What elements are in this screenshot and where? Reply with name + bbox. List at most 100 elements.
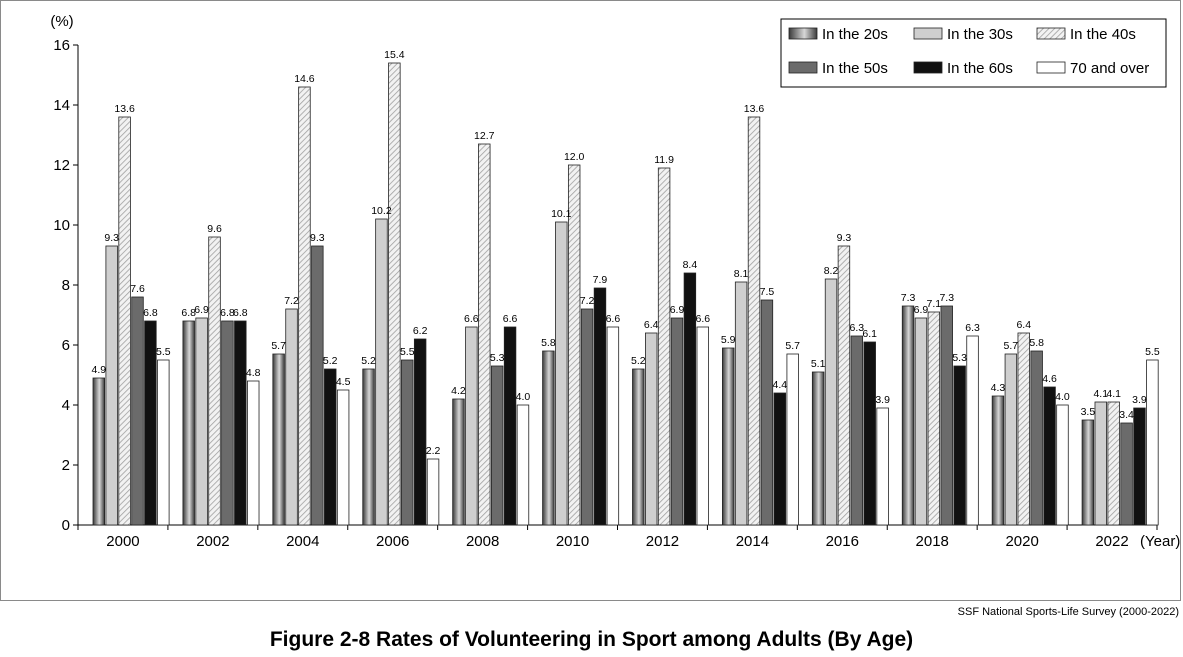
data-label: 5.9: [721, 334, 736, 346]
data-label: 4.1: [1093, 388, 1108, 400]
data-label: 5.8: [1029, 337, 1044, 349]
legend-label: In the 60s: [947, 60, 1013, 77]
bar-70-and-over: [1146, 359, 1159, 526]
data-label: 8.1: [734, 268, 749, 280]
bar-in-the-60s: [593, 287, 607, 526]
bar-70-and-over: [336, 389, 350, 526]
data-label: 15.4: [384, 49, 405, 61]
data-label: 6.1: [862, 328, 877, 340]
bar-in-the-60s: [683, 272, 697, 526]
bar-in-the-40s: [837, 245, 851, 526]
bar-in-the-20s: [182, 320, 195, 526]
x-tick-label: 2018: [916, 533, 949, 550]
y-tick-label: 10: [53, 217, 70, 234]
bar-in-the-60s: [863, 341, 876, 526]
bar-in-the-20s: [272, 353, 285, 526]
bar-in-the-50s: [1120, 422, 1133, 526]
x-axis-label: (Year): [1140, 533, 1180, 550]
data-label: 4.5: [336, 376, 351, 388]
data-label: 6.9: [914, 304, 929, 316]
data-label: 5.7: [785, 340, 800, 352]
data-label: 6.8: [220, 307, 235, 319]
legend-label: In the 30s: [947, 26, 1013, 43]
figure-caption: Figure 2-8 Rates of Volunteering in Spor…: [269, 628, 914, 651]
y-tick-label: 6: [62, 337, 70, 354]
bar-in-the-30s: [285, 308, 298, 526]
legend-swatch: [788, 27, 818, 40]
chart-frame: 0 2 4 6 8 10 12 14 16 (%) 2000 2002 2004 2006 2008 2010…: [0, 0, 1181, 601]
data-label: 9.3: [837, 232, 852, 244]
bar-70-and-over: [966, 335, 979, 526]
data-label: 7.6: [130, 283, 145, 295]
data-label: 13.6: [744, 103, 765, 115]
bar-in-the-50s: [131, 296, 144, 526]
data-label: 6.4: [1016, 319, 1031, 331]
x-tick-label: 2008: [466, 533, 499, 550]
data-label: 4.1: [1106, 388, 1121, 400]
data-label: 8.2: [824, 265, 839, 277]
bar-in-the-30s: [555, 221, 568, 526]
bar-in-the-40s: [567, 164, 581, 526]
data-label: 6.3: [965, 322, 980, 334]
bar-in-the-60s: [1133, 407, 1146, 526]
x-tick-label: 2016: [826, 533, 859, 550]
bar-in-the-20s: [991, 395, 1005, 526]
bar-in-the-40s: [478, 143, 491, 526]
data-label: 5.3: [952, 352, 967, 364]
data-label: 7.9: [593, 274, 608, 286]
y-tick-label: 4: [62, 397, 70, 414]
legend-swatch: [913, 27, 943, 40]
bar-in-the-20s: [632, 368, 645, 526]
data-label: 5.7: [1004, 340, 1019, 352]
legend-label: In the 50s: [822, 60, 888, 77]
source-note: SSF National Sports-Life Survey (2000-20…: [957, 606, 1179, 618]
bar-in-the-60s: [773, 392, 787, 526]
bar-in-the-30s: [1004, 353, 1018, 526]
bar-in-the-30s: [465, 326, 478, 526]
bar-in-the-60s: [144, 320, 157, 526]
data-label: 4.8: [246, 367, 261, 379]
data-label: 6.8: [143, 307, 158, 319]
bar-in-the-40s: [747, 116, 761, 526]
x-tick-label: 2012: [646, 533, 679, 550]
x-tick-label: 2014: [736, 533, 769, 550]
bar-in-the-20s: [901, 305, 915, 526]
bar-70-and-over: [516, 404, 530, 526]
data-label: 7.5: [760, 286, 775, 298]
bar-in-the-20s: [542, 350, 555, 526]
bar-in-the-20s: [362, 368, 375, 526]
bar-in-the-60s: [503, 326, 517, 526]
bar-in-the-30s: [914, 317, 928, 526]
data-label: 5.5: [156, 346, 171, 358]
x-tick-label: 2004: [286, 533, 319, 550]
data-label: 6.8: [233, 307, 248, 319]
y-tick-label: 8: [62, 277, 70, 294]
data-label: 5.2: [631, 355, 646, 367]
bar-in-the-60s: [324, 368, 337, 526]
x-tick-label: 2010: [556, 533, 589, 550]
data-label: 4.6: [1042, 373, 1057, 385]
bar-70-and-over: [247, 380, 260, 526]
bar-in-the-20s: [452, 398, 465, 526]
y-tick-label: 2: [62, 457, 70, 474]
y-tick-label: 12: [53, 157, 70, 174]
bar-70-and-over: [1056, 404, 1069, 526]
data-label: 10.1: [551, 208, 572, 220]
data-label: 6.6: [695, 313, 710, 325]
data-label: 8.4: [683, 259, 698, 271]
bar-in-the-40s: [118, 116, 131, 526]
y-tick-label: 16: [53, 37, 70, 54]
bar-70-and-over: [786, 353, 799, 526]
data-label: 11.9: [654, 154, 674, 166]
legend-label: In the 20s: [822, 26, 888, 43]
data-label: 5.1: [811, 358, 826, 370]
data-label: 12.0: [564, 151, 585, 163]
data-label: 4.0: [1055, 391, 1070, 403]
data-label: 7.2: [284, 295, 299, 307]
bar-in-the-30s: [105, 245, 118, 526]
bar-70-and-over: [426, 458, 440, 526]
data-label: 5.3: [490, 352, 505, 364]
data-label: 4.3: [991, 382, 1006, 394]
data-label: 6.2: [413, 325, 428, 337]
bar-in-the-20s: [811, 371, 825, 526]
